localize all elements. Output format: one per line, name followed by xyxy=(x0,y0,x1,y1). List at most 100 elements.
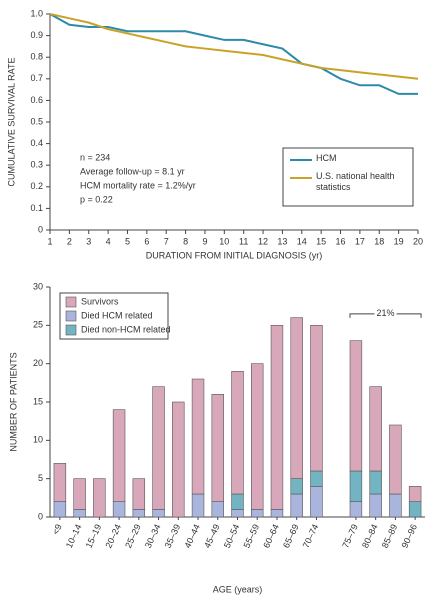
bar-segment xyxy=(53,501,67,518)
y-axis-title: NUMBER OF PATIENTS xyxy=(8,352,18,451)
y-tick-label: 0.3 xyxy=(30,160,43,170)
x-tick-label: 6 xyxy=(144,236,149,246)
y-tick-label: 10 xyxy=(33,435,43,445)
bar-segment xyxy=(369,386,382,472)
y-tick-label: 30 xyxy=(33,281,43,291)
legend-text: HCM U.S. national health statistics xyxy=(316,153,395,192)
bar-segment xyxy=(152,386,165,510)
annotation: HCM mortality rate = 1.2%/yr xyxy=(80,180,196,190)
x-tick-label: 90–96 xyxy=(399,523,419,550)
bar-segment xyxy=(191,493,205,518)
y-tick-label: 0.1 xyxy=(30,203,43,213)
y-tick-label: 0.4 xyxy=(30,138,43,148)
x-tick-label: 15–19 xyxy=(84,523,104,550)
legend-label: Died HCM related xyxy=(81,310,153,320)
bar-segment xyxy=(231,493,244,510)
bar-segment xyxy=(290,317,303,479)
bar-segment xyxy=(270,325,284,510)
bar-segment xyxy=(369,493,382,518)
y-axis-title: CUMULATIVE SURVIVAL RATE xyxy=(6,57,16,186)
legend-box xyxy=(59,292,169,340)
bar-segment xyxy=(349,470,363,502)
y-tick-label: 0 xyxy=(38,511,43,521)
bar-segment xyxy=(191,378,205,495)
bar-segment xyxy=(93,478,106,518)
x-tick-label: 4 xyxy=(106,236,111,246)
y-tick-label: 25 xyxy=(33,320,43,330)
survival-line xyxy=(49,13,418,95)
y-tick-label: 0.9 xyxy=(30,30,43,40)
bar-segment xyxy=(408,486,422,502)
x-tick-label: 3 xyxy=(86,236,91,246)
x-tick-label: 1 xyxy=(47,236,52,246)
legend-label: Survivors xyxy=(81,296,119,306)
bar-segment xyxy=(310,486,323,518)
bar-segment xyxy=(231,509,244,518)
x-tick-label: 10–14 xyxy=(64,523,84,550)
x-tick-label: 11 xyxy=(239,236,248,246)
bar-segment xyxy=(290,493,303,518)
y-tick-label: 15 xyxy=(33,396,43,406)
bar-segment xyxy=(152,509,165,518)
x-tick-label: 9 xyxy=(202,236,207,246)
bar-segment xyxy=(172,401,185,518)
x-tick-label: 10 xyxy=(219,236,229,246)
y-tick-label: 0.8 xyxy=(30,52,43,62)
bar-segment xyxy=(408,501,422,518)
bar-segment xyxy=(310,470,323,487)
annotation: 21% xyxy=(377,308,395,318)
annotation: n = 234 xyxy=(80,152,110,162)
x-tick-label: 70–74 xyxy=(301,523,321,550)
bar-segment xyxy=(132,478,146,510)
y-tick-label: 0.2 xyxy=(30,181,43,191)
bar-segment xyxy=(211,394,224,502)
x-tick-label: 19 xyxy=(394,236,404,246)
x-tick-label: 75–79 xyxy=(340,523,360,550)
bar-segment xyxy=(251,509,264,518)
x-tick-label: 65–69 xyxy=(281,523,301,550)
x-tick-label: 20 xyxy=(413,236,423,246)
x-tick-label: 17 xyxy=(355,236,365,246)
x-tick-label: 5 xyxy=(125,236,130,246)
bar-segment xyxy=(349,340,363,472)
x-tick-label: 85–89 xyxy=(380,523,400,550)
x-tick-label: 2 xyxy=(67,236,72,246)
y-tick-label: 0.7 xyxy=(30,73,43,83)
legend-label: HCM xyxy=(316,153,337,163)
x-tick-label: 18 xyxy=(374,236,384,246)
legend-label: Died non-HCM related xyxy=(81,324,171,334)
legend-label: U.S. national health statistics xyxy=(316,171,395,192)
x-tick-label: 40–44 xyxy=(182,523,202,550)
bar-segment xyxy=(112,409,126,502)
x-tick-label: 14 xyxy=(297,236,307,246)
x-tick-label: 25–29 xyxy=(123,523,143,550)
bar-segment xyxy=(231,371,244,495)
bar-segment xyxy=(251,363,264,510)
x-tick-label: 45–49 xyxy=(202,523,222,550)
legend-swatch xyxy=(65,324,77,336)
x-tick-label: 60–64 xyxy=(261,523,281,550)
bar-segment xyxy=(310,325,323,472)
y-tick-label: 0 xyxy=(38,224,43,234)
y-tick-label: 20 xyxy=(33,358,43,368)
legend-swatch xyxy=(65,310,77,322)
bar-segment xyxy=(73,478,86,510)
x-tick-label: 8 xyxy=(183,236,188,246)
x-tick-label: 13 xyxy=(277,236,287,246)
bar-segment xyxy=(112,501,126,518)
x-tick-label: 12 xyxy=(258,236,268,246)
y-tick-label: 0.6 xyxy=(30,95,43,105)
y-tick-label: 5 xyxy=(38,473,43,483)
x-axis-title: AGE (years) xyxy=(213,584,263,594)
annotation: Average follow-up = 8.1 yr xyxy=(80,166,185,176)
legend-swatch xyxy=(65,296,77,308)
bar-segment xyxy=(132,509,146,518)
y-tick-label: 1.0 xyxy=(30,8,43,18)
bar-segment xyxy=(389,424,402,495)
x-tick-label: 30–34 xyxy=(143,523,163,550)
x-tick-label: 35–39 xyxy=(163,523,183,550)
bar-segment xyxy=(290,478,303,495)
bar-segment xyxy=(369,470,382,495)
bar-segment xyxy=(389,493,402,518)
